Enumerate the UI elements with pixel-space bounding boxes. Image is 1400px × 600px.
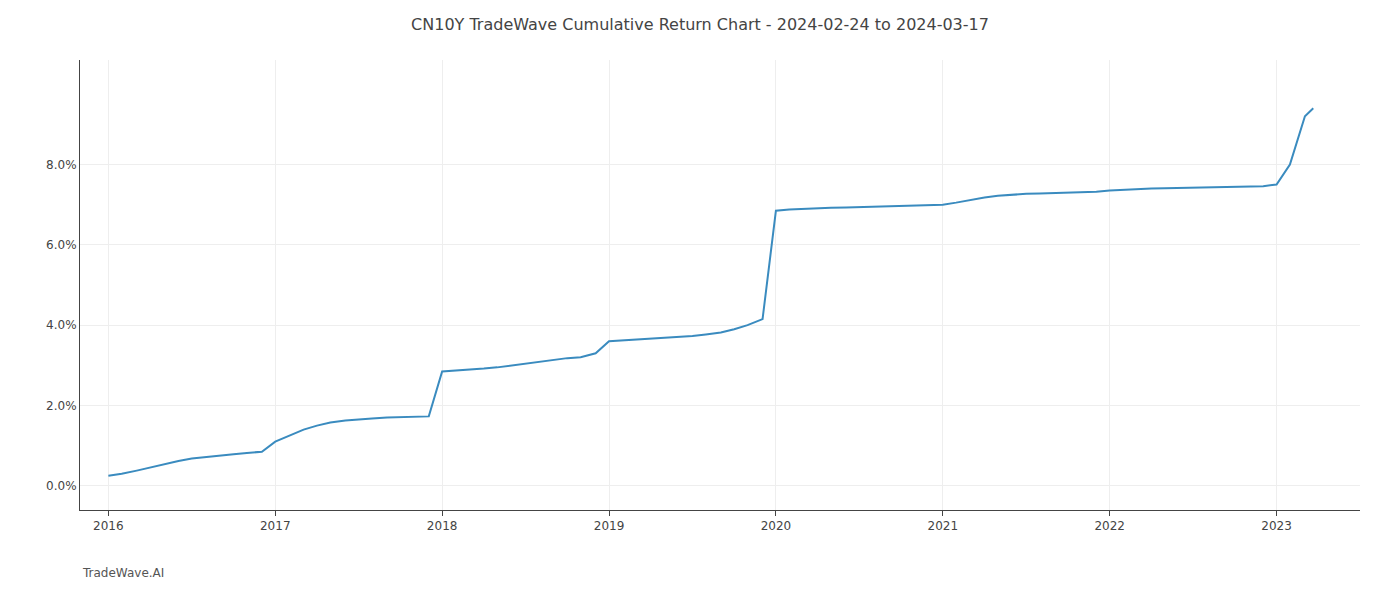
svg-text:6.0%: 6.0% [46,238,77,252]
svg-text:2016: 2016 [93,519,124,533]
svg-text:2017: 2017 [260,519,291,533]
svg-text:0.0%: 0.0% [46,479,77,493]
svg-text:2.0%: 2.0% [46,399,77,413]
svg-text:2023: 2023 [1261,519,1292,533]
svg-text:2020: 2020 [761,519,792,533]
svg-text:2021: 2021 [928,519,959,533]
svg-text:2018: 2018 [427,519,458,533]
svg-text:4.0%: 4.0% [46,318,77,332]
svg-text:2022: 2022 [1094,519,1125,533]
svg-text:TradeWave.AI: TradeWave.AI [82,566,164,580]
svg-text:8.0%: 8.0% [46,158,77,172]
svg-text:CN10Y TradeWave Cumulative Ret: CN10Y TradeWave Cumulative Return Chart … [411,15,989,34]
svg-text:2019: 2019 [594,519,625,533]
